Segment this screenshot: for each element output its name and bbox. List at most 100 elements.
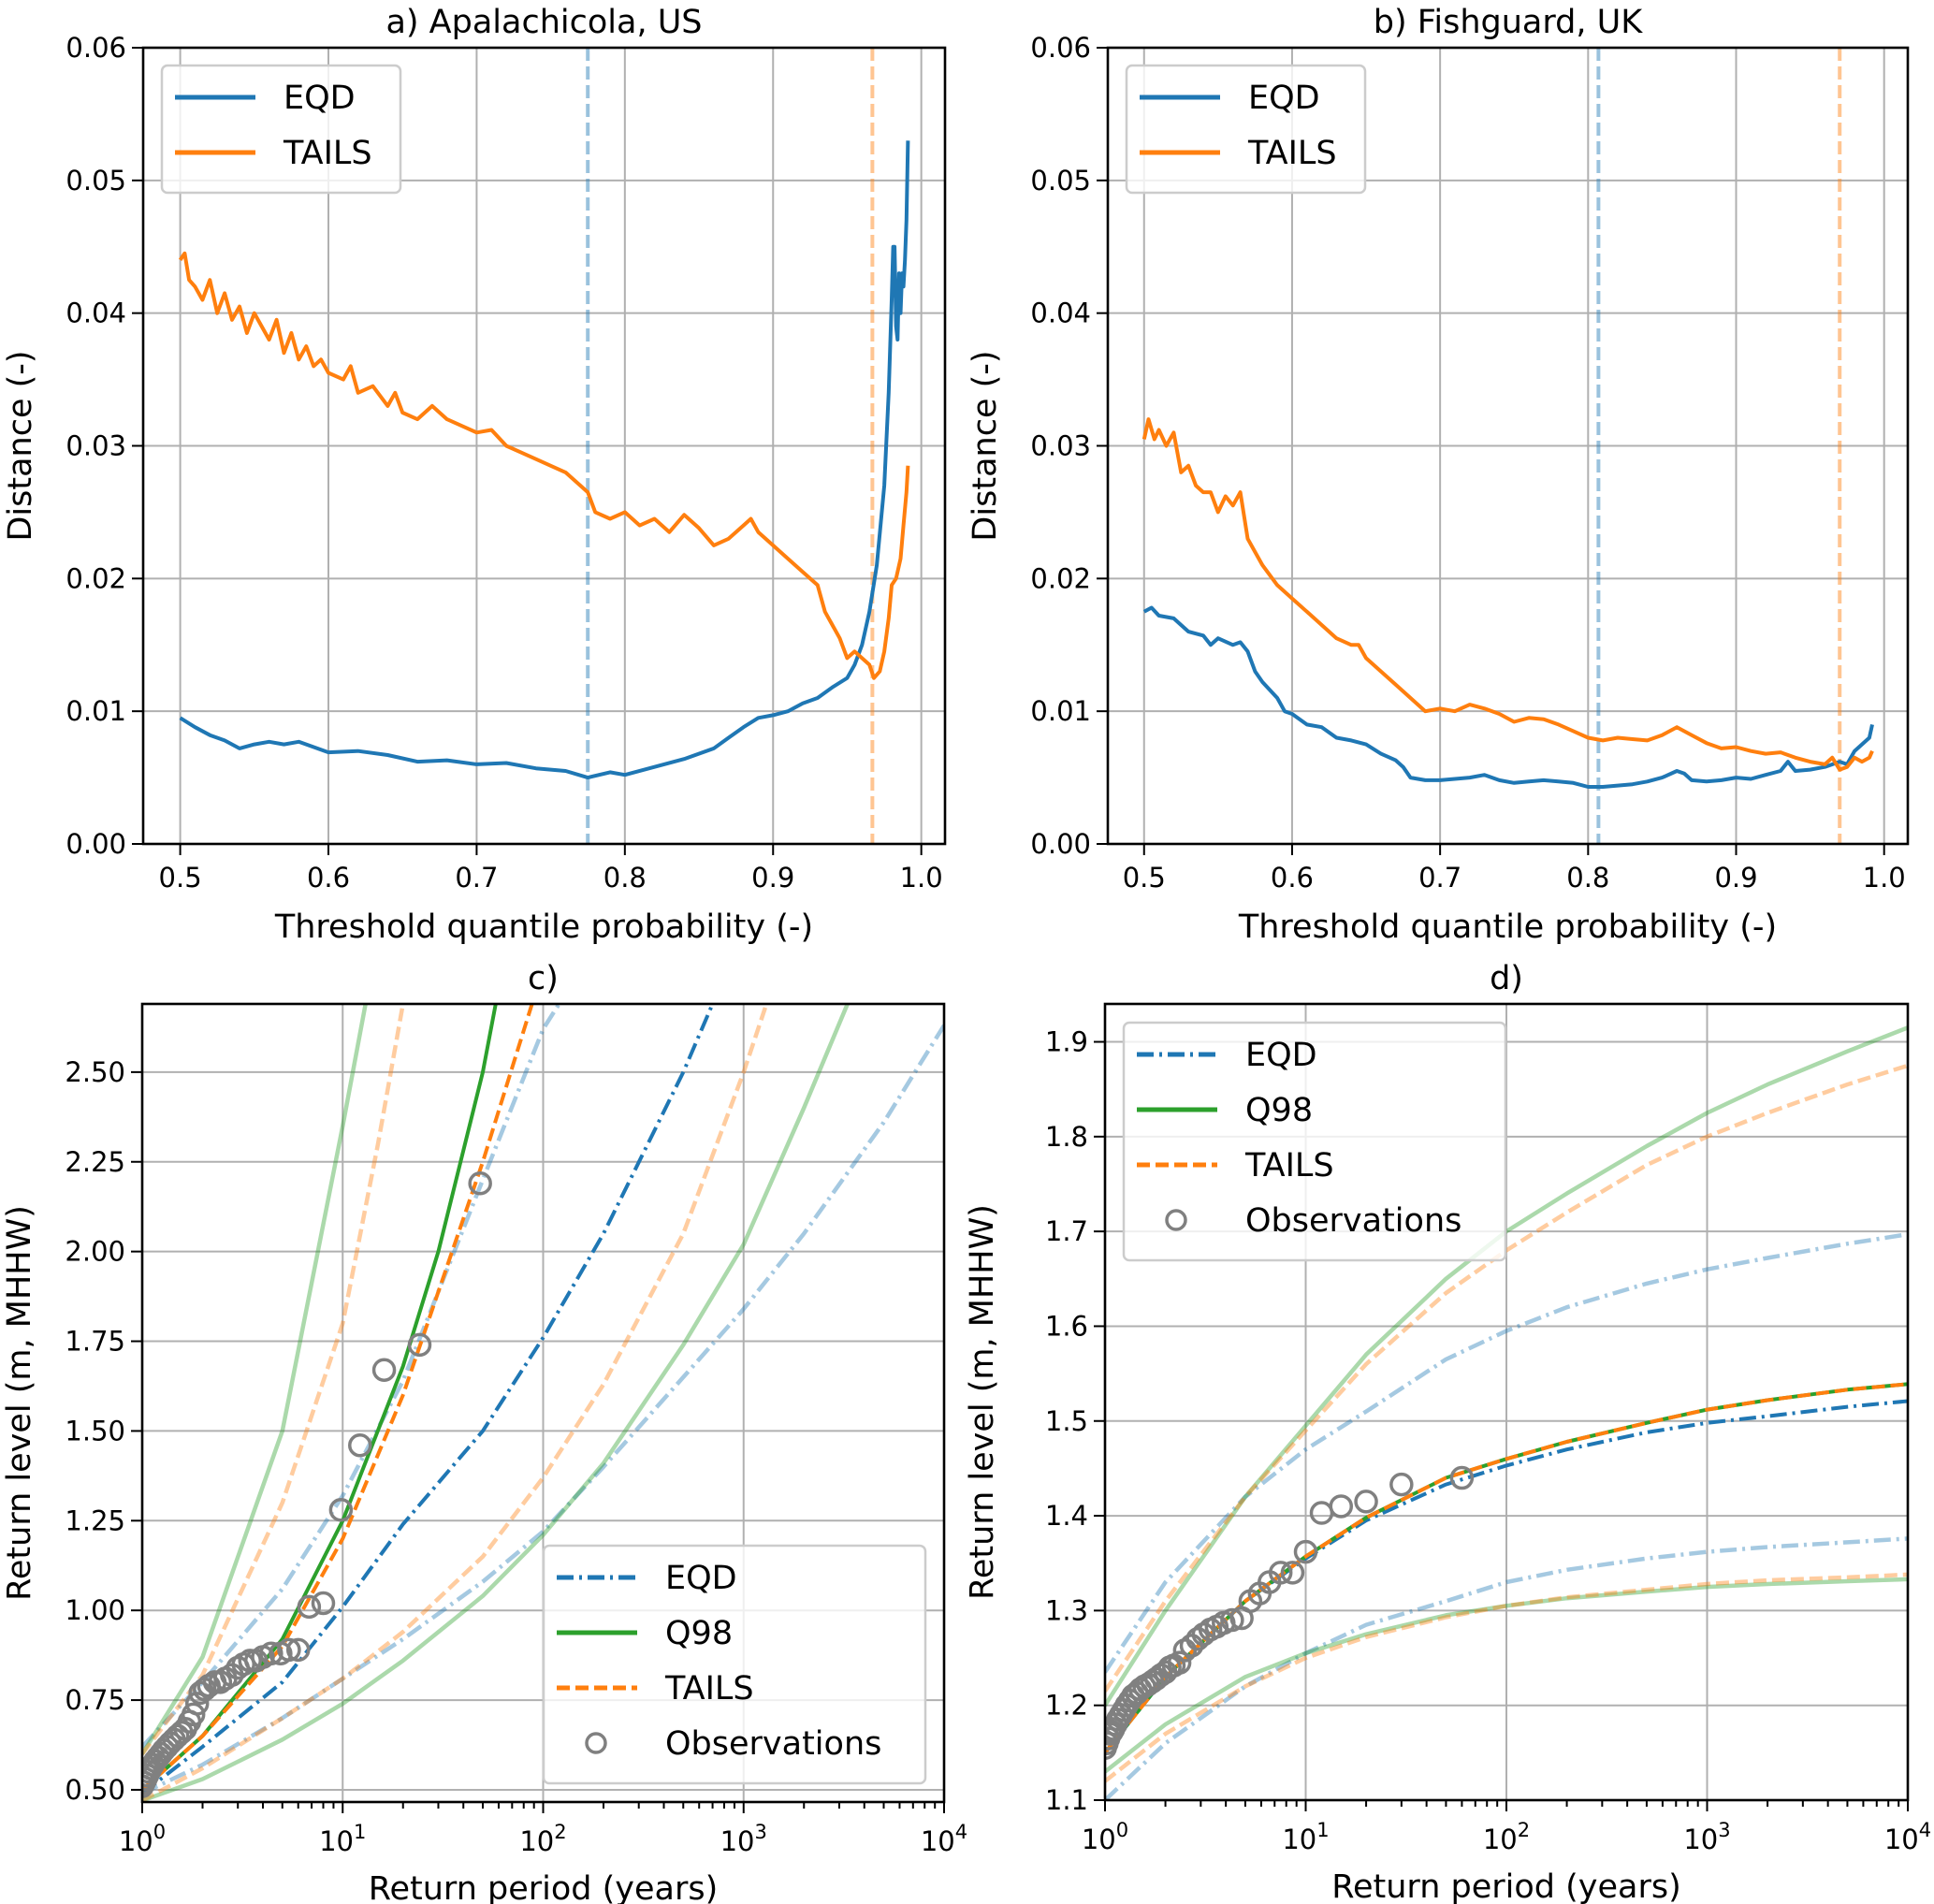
x-tick-label: 0.8	[1566, 862, 1609, 894]
series-tails	[1141, 417, 1874, 772]
observation-point	[311, 1591, 336, 1616]
legend-item-q98: Q98	[557, 1615, 733, 1652]
observation-point	[238, 1649, 262, 1673]
observation-point	[1389, 1472, 1414, 1497]
y-tick-label: 0.03	[65, 430, 126, 462]
observation-point	[297, 1594, 322, 1620]
y-tick-label: 0.06	[65, 32, 126, 64]
x-tick-label: 101	[319, 1821, 366, 1857]
series-tails	[1105, 1382, 1908, 1754]
y-tick-label: 1.6	[1045, 1310, 1088, 1342]
y-tick-label: 0.02	[1030, 562, 1091, 594]
observation-point	[1354, 1490, 1378, 1514]
x-tick-label: 100	[119, 1821, 166, 1857]
y-tick-label: 2.25	[65, 1146, 125, 1178]
series-eqd-lower	[142, 1024, 944, 1795]
x-tick-label: 0.5	[1123, 862, 1166, 894]
observation-point	[277, 1637, 301, 1663]
legend-frame	[1122, 1021, 1507, 1262]
series-eqd-lower	[1105, 1536, 1908, 1800]
series-q98-lower	[142, 1004, 850, 1802]
observation-point	[208, 1670, 233, 1694]
legend-label: Q98	[1245, 1092, 1313, 1129]
legend-label: Observations	[665, 1725, 881, 1763]
panel-a: 0.5 0.6 0.7 0.8 0.9 1.0 0.00 0.01 0.02 0.03 0.04 0.…	[2, 4, 947, 946]
legend-label: EQD	[1248, 80, 1320, 117]
y-tick-label: 0.00	[1030, 828, 1091, 860]
y-axis-label: Return level (m, MHHW)	[1, 1205, 38, 1601]
x-tick-label: 104	[921, 1821, 967, 1857]
y-tick-label: 0.50	[65, 1774, 125, 1806]
series-q98-lower	[1105, 1577, 1908, 1774]
legend-frame	[542, 1544, 927, 1785]
legend-item-observations: Observations	[1165, 1202, 1461, 1240]
observation-point	[468, 1171, 492, 1196]
legend-marker-observations	[1165, 1209, 1187, 1231]
ticks	[132, 47, 923, 855]
observation-point	[1280, 1561, 1305, 1585]
observation-point	[259, 1641, 284, 1665]
axes-frame	[140, 1002, 946, 1804]
observation-point	[407, 1332, 432, 1358]
observation-point	[1329, 1494, 1354, 1519]
observation-point	[371, 1358, 397, 1382]
series-tails	[178, 251, 910, 680]
legend-label: EQD	[284, 80, 356, 117]
observation-point	[328, 1498, 354, 1522]
observation-point	[165, 1723, 190, 1749]
legend-item-tails: TAILS	[1140, 135, 1337, 172]
y-tick-label: 0.00	[65, 828, 126, 860]
y-tick-label: 0.05	[65, 165, 126, 196]
axes-frame	[1103, 1002, 1910, 1802]
legend: EQD Q98 TAILS Observations	[1122, 1021, 1507, 1262]
legend: EQD TAILS	[1125, 64, 1367, 195]
x-axis-label: Threshold quantile probability (-)	[1238, 908, 1777, 946]
legend-label: TAILS	[283, 135, 372, 172]
y-tick-label: 0.03	[1030, 430, 1091, 462]
x-tick-label: 0.6	[1271, 862, 1314, 894]
ticks	[1097, 47, 1885, 855]
y-tick-label: 1.1	[1045, 1784, 1088, 1816]
legend-frame	[1125, 64, 1367, 195]
x-tick-label: 0.7	[455, 862, 498, 894]
legend-item-tails: TAILS	[557, 1670, 754, 1708]
ticks	[1094, 1040, 1909, 1811]
legend-marker-observations	[585, 1732, 607, 1754]
panel-title: a) Apalachicola, US	[385, 4, 702, 41]
series-tails	[142, 1004, 534, 1792]
x-tick-label: 0.6	[307, 862, 350, 894]
plot-area	[142, 1004, 944, 1802]
series-q98-upper	[142, 1004, 368, 1755]
legend-label: TAILS	[1247, 135, 1337, 172]
y-tick-label: 0.06	[1030, 32, 1091, 64]
y-tick-label: 1.8	[1045, 1121, 1088, 1153]
legend-label: Observations	[1245, 1202, 1461, 1240]
x-tick-label: 0.9	[751, 862, 794, 894]
legend-label: EQD	[665, 1560, 737, 1597]
legend-frame	[160, 64, 402, 195]
y-tick-label: 1.3	[1045, 1594, 1088, 1626]
y-tick-label: 2.50	[65, 1056, 125, 1088]
legend-item-eqd: EQD	[1140, 80, 1320, 117]
observation-point	[1268, 1561, 1293, 1585]
y-tick-label: 0.05	[1030, 165, 1091, 196]
panel-d: 100 101 102 103 104 1.1 1.2 1.3 1.4 1.5 1.6 1.7 1.8 1…	[964, 960, 1931, 1904]
x-tick-label: 104	[1884, 1819, 1931, 1855]
series-eqd-upper	[1105, 1231, 1908, 1674]
x-tick-label: 0.9	[1714, 862, 1757, 894]
observation-point	[184, 1692, 210, 1716]
y-tick-label: 0.02	[65, 562, 126, 594]
y-tick-label: 1.50	[65, 1415, 125, 1446]
y-tick-label: 0.04	[65, 298, 126, 329]
legend-item-eqd: EQD	[1137, 1037, 1317, 1074]
x-axis-label: Return period (years)	[1331, 1868, 1681, 1904]
x-tick-label: 0.5	[159, 862, 202, 894]
legend-item-observations: Observations	[585, 1725, 881, 1763]
series-tails-lower	[142, 1004, 769, 1802]
observations	[1105, 1465, 1475, 1761]
observation-point	[1167, 1650, 1192, 1675]
series-eqd	[1105, 1399, 1908, 1754]
y-tick-label: 1.75	[65, 1326, 125, 1358]
legend-label: TAILS	[664, 1670, 754, 1708]
